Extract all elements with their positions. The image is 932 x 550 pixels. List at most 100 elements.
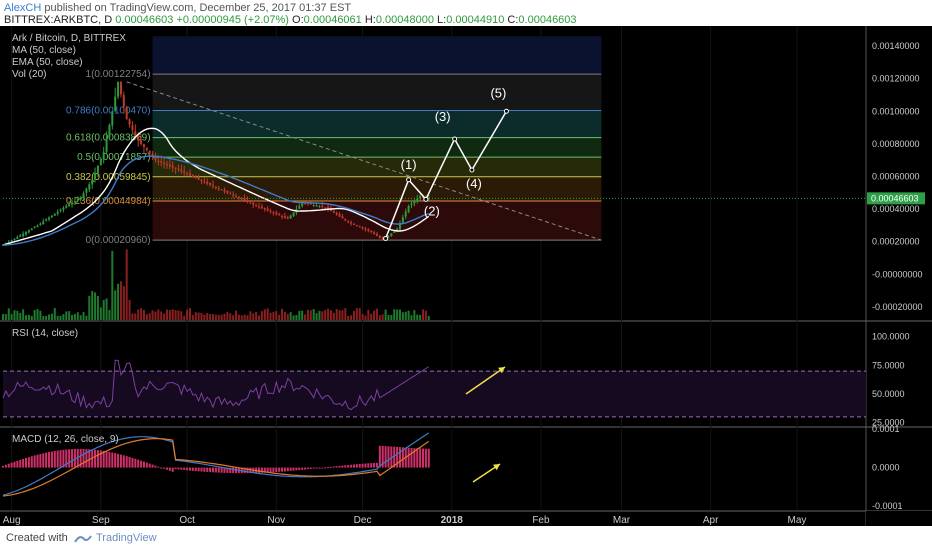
macd-hist-bar — [390, 446, 393, 468]
candle-body — [260, 206, 263, 209]
macd-hist-bar — [62, 449, 65, 468]
volume-bar — [269, 312, 272, 320]
macd-hist-bar — [398, 447, 401, 468]
candle-body — [214, 186, 217, 188]
macd-hist-bar — [283, 467, 286, 472]
candle-body — [27, 230, 30, 233]
time-tick-label: Sep — [92, 515, 110, 526]
volume-bar — [324, 309, 327, 320]
macd-hist-bar — [358, 463, 361, 468]
macd-hist-bar — [71, 449, 74, 468]
macd-hist-bar — [128, 456, 131, 468]
volume-bar — [306, 309, 309, 320]
candle-body — [413, 200, 416, 204]
volume-bar — [131, 313, 134, 320]
macd-hist-bar — [298, 467, 301, 471]
macd-hist-bar — [111, 452, 114, 468]
volume-bar — [117, 283, 120, 320]
volume-bar — [335, 309, 338, 320]
volume-bar — [237, 314, 240, 320]
candle-body — [306, 203, 309, 205]
footer: Created with TradingView — [0, 526, 932, 550]
macd-hist-bar — [125, 456, 128, 468]
candle-body — [281, 215, 284, 217]
candle-body — [186, 173, 189, 175]
volume-bar — [358, 308, 361, 320]
volume-bar — [186, 309, 189, 320]
macd-hist-bar — [122, 455, 125, 468]
volume-bar — [16, 310, 19, 320]
candle-body — [223, 189, 226, 192]
candle-body — [209, 183, 212, 185]
macd-hist-bar — [56, 450, 59, 468]
candle-body — [352, 224, 355, 226]
macd-hist-bar — [367, 463, 370, 468]
time-tick-label: Feb — [532, 515, 550, 526]
last-price-badge — [867, 192, 925, 205]
candle-body — [174, 167, 177, 169]
macd-hist-bar — [309, 467, 312, 469]
candle-body — [140, 140, 143, 144]
macd-hist-bar — [36, 454, 39, 468]
chart-area[interactable]: 1(0.00122754) 0.786(0.00100470) 0.618(0.00… — [0, 26, 932, 526]
macd-hist-bar — [427, 448, 430, 468]
volume-bar — [94, 292, 97, 320]
macd-hist-bar — [197, 467, 200, 472]
macd-hist-bar — [229, 467, 232, 474]
volume-bar — [183, 315, 186, 320]
volume-bar — [416, 314, 419, 320]
candle-body — [266, 208, 269, 211]
macd-hist-bar — [419, 448, 422, 468]
legend-item: Vol (20) — [12, 69, 46, 80]
macd-hist-bar — [410, 447, 413, 468]
volume-bar — [68, 311, 71, 320]
macd-hist-bar — [68, 449, 71, 468]
candle-body — [387, 235, 390, 238]
fib-zone — [152, 110, 602, 138]
fib-zone-top — [152, 36, 602, 75]
axis-corner — [866, 511, 932, 526]
rsi-line — [2, 359, 429, 411]
time-tick-label: Dec — [354, 515, 372, 526]
volume-bar — [148, 313, 151, 320]
volume-bar — [96, 295, 99, 320]
volume-bar — [13, 310, 16, 320]
macd-hist-bar — [82, 448, 85, 468]
price-tick-label: -0.00000000 — [872, 269, 923, 279]
candle-body — [355, 225, 358, 227]
macd-hist-bar — [73, 448, 76, 468]
author-link[interactable]: AlexCH — [4, 2, 42, 14]
candle-body — [122, 94, 125, 107]
macd-hist-bar — [16, 460, 19, 468]
price-tick-label: 0.00020000 — [872, 237, 920, 247]
macd-hist-bar — [304, 467, 307, 470]
candle-body — [39, 223, 42, 225]
macd-hist-bar — [352, 464, 355, 468]
candle-body — [59, 209, 62, 211]
volume-bar — [387, 314, 390, 320]
candle-body — [390, 233, 393, 236]
wave-label: (1) — [401, 157, 417, 172]
volume-bar — [180, 311, 183, 320]
macd-hist-bar — [324, 467, 327, 469]
change-value: +0.00000945 (+2.07%) — [176, 14, 289, 26]
candle-body — [318, 206, 321, 208]
macd-hist-bar — [318, 467, 321, 469]
macd-hist-bar — [355, 464, 358, 468]
macd-hist-bar — [421, 448, 425, 468]
fib-level-label: 0.382(0.00059845) — [66, 172, 151, 183]
volume-bar — [30, 315, 33, 320]
open-value: 0.00046061 — [303, 14, 362, 26]
footer-brand[interactable]: TradingView — [96, 532, 157, 544]
candle-body — [327, 206, 330, 210]
macd-hist-bar — [180, 467, 183, 470]
candle-body — [370, 230, 373, 232]
candle-body — [344, 218, 347, 221]
candle-body — [42, 221, 45, 225]
macd-hist-bar — [154, 465, 157, 468]
candle-body — [154, 156, 157, 161]
macd-hist-bar — [99, 450, 102, 468]
macd-hist-bar — [338, 465, 341, 468]
wave-point — [423, 196, 429, 202]
macd-hist-bar — [260, 467, 263, 473]
